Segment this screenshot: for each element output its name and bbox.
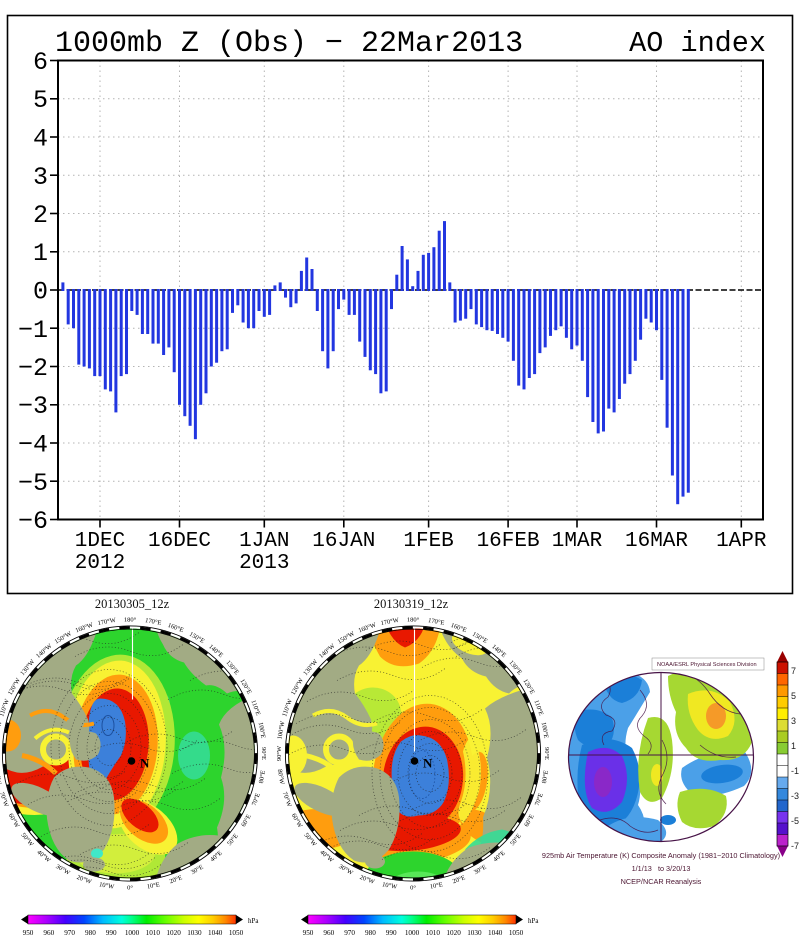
svg-text:90°E: 90°E [260,747,267,760]
svg-text:3: 3 [791,716,796,726]
svg-text:170°W: 170°W [97,617,117,627]
svg-text:NCEP/NCAR Reanalysis: NCEP/NCAR Reanalysis [621,877,702,886]
svg-text:1020: 1020 [446,929,461,937]
svg-text:70°E: 70°E [251,792,262,807]
svg-text:20130319_12z: 20130319_12z [374,597,449,611]
svg-text:2012: 2012 [75,552,125,575]
svg-text:90°W: 90°W [276,745,283,761]
svg-text:1MAR: 1MAR [552,530,603,553]
svg-text:10°E: 10°E [146,881,160,890]
svg-text:AO index: AO index [629,27,766,60]
svg-text:−5: −5 [18,469,48,498]
svg-text:16MAR: 16MAR [625,530,688,553]
svg-text:1000: 1000 [125,929,140,937]
svg-text:-1: -1 [791,766,799,776]
svg-text:90°E: 90°E [543,747,550,760]
svg-text:950: 950 [23,929,34,937]
svg-text:−6: −6 [18,507,48,536]
svg-text:7: 7 [791,666,796,676]
svg-text:5: 5 [33,86,48,115]
svg-text:hPa: hPa [528,917,539,925]
svg-text:1000mb Z (Obs) − 22Mar2013: 1000mb Z (Obs) − 22Mar2013 [55,27,523,61]
svg-text:1: 1 [791,741,796,751]
svg-text:3: 3 [33,163,48,192]
svg-text:100°W: 100°W [276,720,286,740]
svg-text:-7: -7 [791,841,799,851]
svg-text:1020: 1020 [166,929,181,937]
svg-text:80°W: 80°W [0,769,2,786]
svg-text:980: 980 [365,929,376,937]
svg-text:1030: 1030 [467,929,482,937]
svg-text:100°E: 100°E [540,722,550,739]
svg-text:960: 960 [323,929,334,937]
svg-text:20°E: 20°E [169,874,184,885]
svg-text:970: 970 [64,929,75,937]
svg-text:0: 0 [33,278,48,307]
svg-text:925mb Air Temperature (K) Comp: 925mb Air Temperature (K) Composite Anom… [542,851,780,860]
svg-text:1: 1 [33,239,48,268]
svg-text:990: 990 [106,929,117,937]
svg-text:980: 980 [85,929,96,937]
svg-text:-3: -3 [791,791,799,801]
svg-text:170°W: 170°W [380,617,400,627]
svg-text:1030: 1030 [187,929,202,937]
svg-text:0°: 0° [410,885,416,892]
svg-text:180°: 180° [124,617,137,624]
svg-text:960: 960 [43,929,54,937]
svg-text:16FEB: 16FEB [477,530,540,553]
svg-text:−2: −2 [18,354,48,383]
svg-text:1050: 1050 [509,929,524,937]
svg-text:950: 950 [303,929,314,937]
svg-text:0°: 0° [127,885,133,892]
svg-text:4: 4 [33,125,48,154]
svg-text:2013: 2013 [239,552,289,575]
svg-text:1050: 1050 [229,929,244,937]
svg-text:100°E: 100°E [257,722,267,739]
svg-text:990: 990 [386,929,397,937]
svg-text:1000: 1000 [405,929,420,937]
svg-text:80°E: 80°E [541,770,550,784]
svg-text:16JAN: 16JAN [312,530,375,553]
svg-text:100°W: 100°W [0,720,4,740]
svg-text:170°E: 170°E [428,617,445,627]
svg-text:−4: −4 [18,431,48,460]
svg-text:1DEC: 1DEC [75,530,125,553]
svg-text:170°E: 170°E [145,617,162,627]
svg-text:20130305_12z: 20130305_12z [95,597,170,611]
svg-text:-5: -5 [791,816,799,826]
svg-text:20°E: 20°E [452,874,467,885]
svg-text:1JAN: 1JAN [239,530,289,553]
svg-text:−1: −1 [18,316,48,345]
svg-text:10°E: 10°E [429,881,443,890]
svg-text:N: N [423,756,433,771]
svg-text:hPa: hPa [248,917,259,925]
svg-text:80°W: 80°W [276,769,286,786]
svg-text:970: 970 [344,929,355,937]
svg-text:70°E: 70°E [534,792,545,807]
svg-text:1040: 1040 [488,929,503,937]
svg-text:10°W: 10°W [382,881,399,891]
svg-text:1010: 1010 [426,929,441,937]
svg-text:N: N [140,756,150,771]
svg-text:2: 2 [33,201,48,230]
svg-text:NOAA/ESRL Physical Sciences Di: NOAA/ESRL Physical Sciences Division [657,662,757,668]
svg-text:180°: 180° [407,617,420,624]
svg-text:−3: −3 [18,392,48,421]
svg-text:10°W: 10°W [99,881,116,891]
svg-text:16DEC: 16DEC [148,530,211,553]
svg-text:1010: 1010 [146,929,161,937]
svg-text:5: 5 [791,691,796,701]
svg-text:80°E: 80°E [258,770,267,784]
svg-text:1040: 1040 [208,929,223,937]
svg-text:1FEB: 1FEB [403,530,453,553]
svg-text:110°W: 110°W [0,697,11,717]
svg-text:1/1/13 to 3/20/13: 1/1/13 to 3/20/13 [632,864,691,873]
svg-text:70°W: 70°W [0,791,10,809]
svg-text:1APR: 1APR [716,530,767,553]
svg-text:6: 6 [33,48,48,77]
